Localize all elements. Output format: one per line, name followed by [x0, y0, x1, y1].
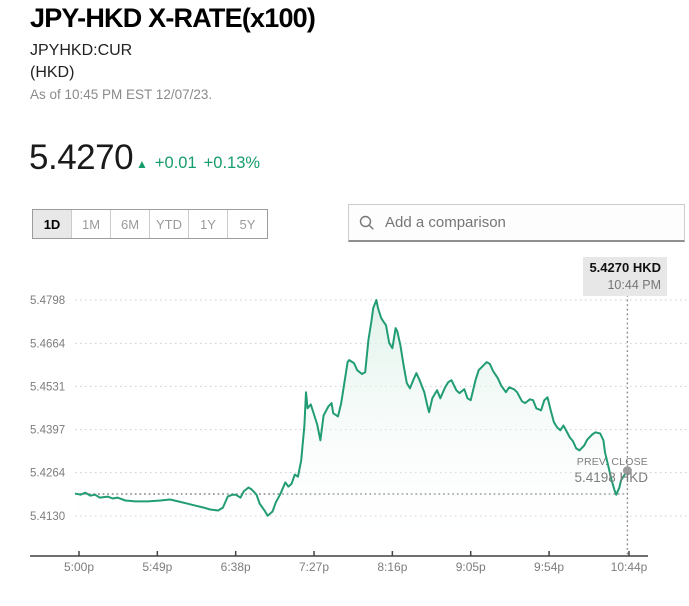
price-chart-svg: 5.4798 5.4664 5.4531 5.4397 5.4264 5.4130 5:00… [30, 295, 689, 574]
svg-text:5.4664: 5.4664 [30, 338, 66, 350]
svg-text:5.4798: 5.4798 [30, 295, 65, 307]
ticker-symbol: JPYHKD:CUR [30, 42, 133, 59]
last-price-flag-time: 10:44 PM [607, 277, 661, 292]
tab-1y[interactable]: 1Y [189, 210, 228, 238]
tab-5y[interactable]: 5Y [228, 210, 267, 238]
svg-text:6:38p: 6:38p [221, 560, 251, 574]
svg-text:5:49p: 5:49p [142, 560, 172, 574]
search-icon [359, 215, 374, 230]
svg-text:9:05p: 9:05p [456, 560, 486, 574]
tab-6m[interactable]: 6M [111, 210, 150, 238]
page-title: JPY-HKD X-RATE(x100) [30, 3, 316, 33]
last-price-flag: 5.4270 HKD 10:44 PM [583, 257, 667, 297]
up-arrow-icon: ▲ [136, 156, 148, 171]
price-change-pct: +0.13% [203, 154, 261, 172]
range-tab-group: 1D 1M 6M YTD 1Y 5Y [32, 209, 268, 239]
svg-text:5.4397: 5.4397 [30, 425, 65, 437]
prev-close-annotation: PREV. CLOSE 5.4198 HKD [574, 455, 648, 487]
svg-text:7:27p: 7:27p [299, 560, 329, 574]
prev-close-label: PREV. CLOSE [576, 456, 648, 468]
svg-text:5.4130: 5.4130 [30, 511, 65, 523]
tab-1m[interactable]: 1M [72, 210, 111, 238]
svg-text:5.4531: 5.4531 [30, 381, 65, 393]
tab-ytd[interactable]: YTD [150, 210, 189, 238]
svg-text:9:54p: 9:54p [534, 560, 564, 574]
comparison-search-input[interactable] [383, 213, 674, 232]
svg-text:10:44p: 10:44p [611, 560, 648, 574]
svg-text:5:00p: 5:00p [64, 560, 94, 574]
last-price: 5.4270 [29, 138, 134, 177]
price-change: +0.01 [154, 154, 197, 172]
svg-text:8:16p: 8:16p [377, 560, 407, 574]
price-change-row: ▲ +0.01 +0.13% [136, 154, 260, 173]
last-price-flag-value: 5.4270 HKD [589, 260, 661, 275]
as-of-timestamp: As of 10:45 PM EST 12/07/23. [30, 87, 213, 102]
svg-text:5.4264: 5.4264 [30, 468, 66, 480]
comparison-search-box[interactable] [348, 204, 685, 242]
tab-1d[interactable]: 1D [33, 210, 72, 238]
price-chart[interactable]: 5.4798 5.4664 5.4531 5.4397 5.4264 5.4130 5:00… [0, 255, 689, 606]
currency-label: (HKD) [30, 64, 75, 81]
prev-close-value: 5.4198 HKD [574, 470, 648, 486]
